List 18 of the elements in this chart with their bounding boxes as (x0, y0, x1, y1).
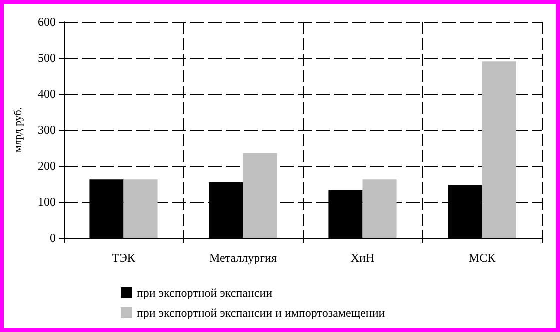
y-axis-title: млрд руб. (12, 107, 24, 153)
bar (362, 180, 397, 238)
y-tick-label: 600 (38, 15, 56, 29)
bar (124, 180, 158, 238)
x-tick-label: ТЭК (112, 251, 136, 265)
y-tick-label: 300 (38, 123, 56, 137)
y-tick-label: 0 (50, 231, 56, 245)
y-tick-label: 100 (38, 195, 56, 209)
bar (482, 62, 516, 238)
legend-label: при экспортной экспансии и импортозамещении (137, 306, 386, 320)
x-tick-label: Металлургия (210, 251, 278, 265)
legend-label: при экспортной экспансии (137, 286, 274, 300)
y-tick-label: 500 (38, 51, 56, 65)
x-tick-label: МСК (468, 251, 497, 265)
y-tick-label: 400 (38, 87, 56, 101)
y-tick-label: 200 (38, 159, 56, 173)
bar (243, 153, 278, 238)
x-tick-label: ХиН (350, 251, 375, 265)
